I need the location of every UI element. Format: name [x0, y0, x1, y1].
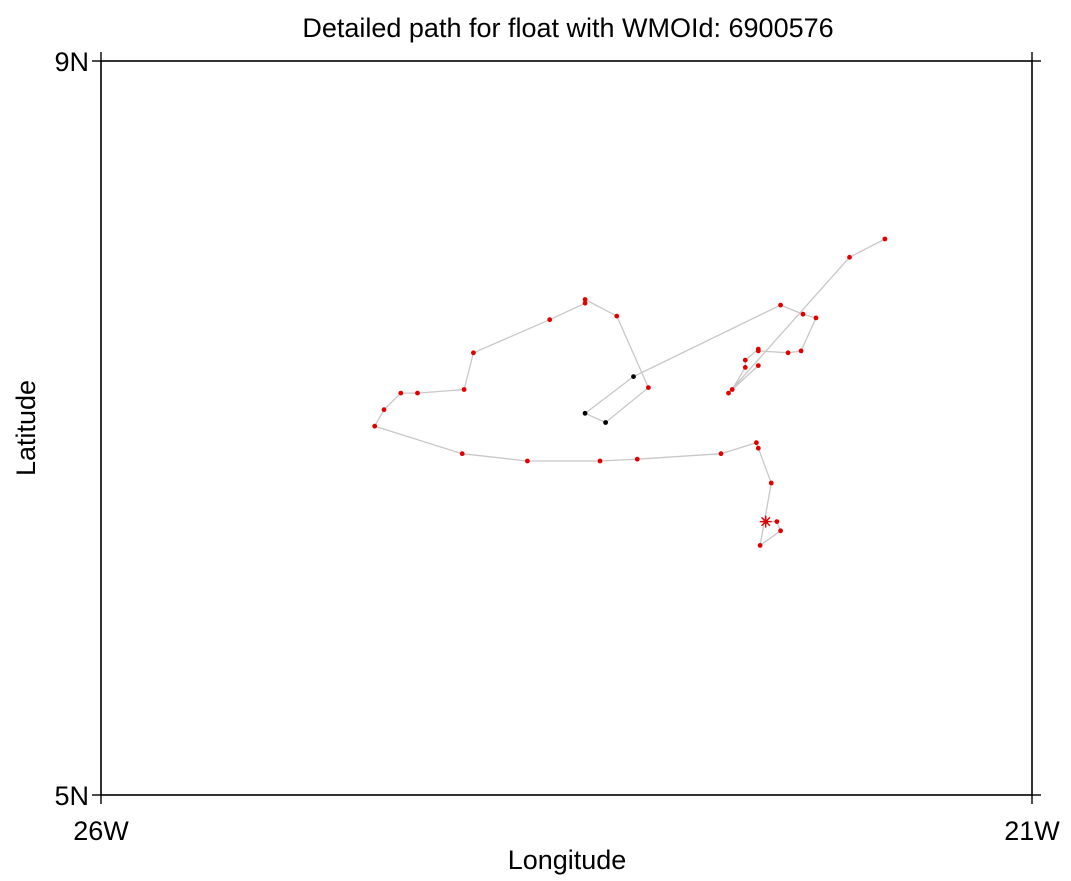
- position-point: [755, 363, 761, 368]
- position-point: [471, 350, 476, 356]
- position-point: [461, 387, 467, 392]
- position-point: [459, 451, 465, 457]
- position-point: [415, 390, 420, 396]
- start-marker-group: [759, 515, 772, 528]
- plot-frame: [100, 60, 1033, 796]
- position-point: [742, 357, 748, 363]
- position-point: [742, 365, 748, 370]
- chart-title: Detailed path for float with WMOId: 6900…: [302, 13, 833, 43]
- interpolated-position-point: [582, 410, 588, 416]
- position-point: [718, 451, 724, 457]
- x-axis-label: Longitude: [508, 845, 627, 875]
- position-point: [755, 445, 761, 451]
- axis-ticks: 26W 21W 5N 9N: [54, 47, 1060, 846]
- position-point: [398, 390, 404, 396]
- position-point: [800, 311, 806, 317]
- float-positions: [372, 236, 888, 548]
- position-point: [813, 315, 819, 321]
- position-point: [774, 519, 780, 524]
- position-point: [597, 458, 603, 464]
- position-point: [525, 458, 530, 464]
- position-point: [582, 300, 588, 306]
- y-tick-label: 5N: [54, 781, 89, 811]
- float-track-line: [373, 238, 886, 547]
- interpolated-position-point: [603, 420, 608, 425]
- y-tick-label: 9N: [54, 47, 89, 77]
- position-point: [646, 385, 651, 390]
- x-tick-label: 26W: [73, 816, 129, 846]
- position-point: [768, 480, 774, 486]
- position-point: [381, 407, 387, 413]
- position-point: [547, 317, 553, 323]
- position-point: [785, 350, 791, 356]
- position-point: [634, 456, 640, 462]
- position-point: [847, 254, 852, 260]
- position-point: [754, 440, 759, 446]
- position-point: [755, 346, 761, 352]
- position-point: [729, 387, 735, 392]
- start-asterisk-icon: [759, 515, 772, 528]
- position-point: [726, 390, 731, 396]
- position-point: [778, 528, 783, 534]
- x-tick-label: 21W: [1004, 816, 1060, 846]
- position-point: [372, 423, 378, 429]
- position-point: [757, 543, 763, 548]
- position-point: [798, 348, 804, 354]
- position-point: [882, 236, 888, 242]
- position-point: [582, 297, 588, 302]
- y-axis-label: Latitude: [11, 380, 41, 476]
- position-point: [614, 313, 620, 319]
- interpolated-position-point: [631, 374, 636, 379]
- float-track: [373, 238, 886, 547]
- position-point: [778, 302, 783, 308]
